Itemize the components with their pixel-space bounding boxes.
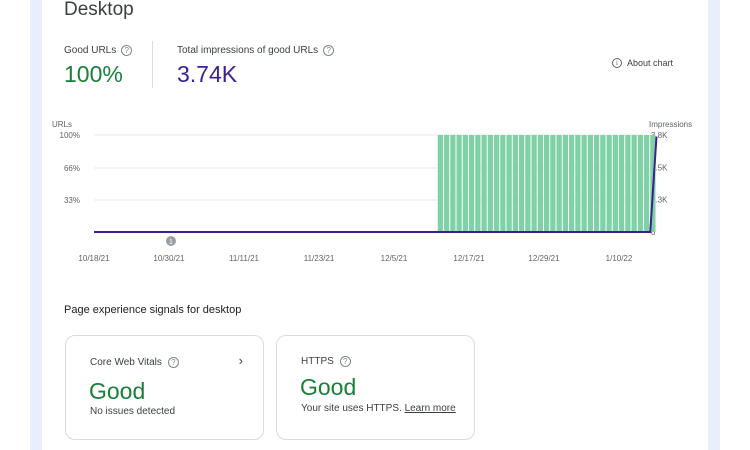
- chart-bar: [487, 135, 493, 232]
- chart-bar: [562, 135, 568, 232]
- page-background-left: [30, 0, 42, 450]
- signals-section-title: Page experience signals for desktop: [64, 304, 242, 316]
- chart-bar: [444, 135, 450, 232]
- chart-bar: [556, 135, 562, 232]
- desktop-report-card: Desktop Good URLs ? 100% Total impressio…: [42, 0, 708, 450]
- chart-bar: [625, 135, 631, 232]
- chart-bar: [637, 135, 643, 232]
- page-background-right: [708, 0, 720, 450]
- help-icon[interactable]: ?: [323, 45, 335, 56]
- right-axis-title: Impressions: [649, 120, 692, 129]
- chart-bar: [644, 135, 650, 232]
- left-tick-label: 66%: [64, 164, 80, 173]
- impressions-label: Total impressions of good URLs: [177, 45, 319, 56]
- chart-bar: [456, 135, 462, 232]
- chart-bar: [631, 135, 637, 232]
- chart-bar: [531, 135, 537, 232]
- chart-bar: [600, 135, 606, 232]
- chart-bar: [481, 135, 487, 232]
- chart-bar: [475, 135, 481, 232]
- chart-bar: [544, 135, 550, 232]
- impressions-value: 3.74K: [177, 61, 238, 87]
- impressions-metric[interactable]: Total impressions of good URLs ? 3.74K: [177, 45, 335, 88]
- right-tick-label: 2.5K: [651, 163, 668, 172]
- chart-bar: [550, 135, 556, 232]
- chart-bar: [581, 135, 587, 232]
- chart-bar: [506, 135, 512, 232]
- chart-bar: [569, 135, 575, 232]
- core-web-vitals-label: Core Web Vitals: [90, 357, 162, 368]
- urls-impressions-chart: 100% 66% 33% 3.8K 2.5K 1.3K 0 URLs Impressions 10…: [52, 120, 692, 263]
- chart-bar: [469, 135, 475, 232]
- about-chart-label: About chart: [627, 58, 674, 68]
- left-axis-title: URLs: [52, 120, 72, 129]
- https-description-text: Your site uses HTTPS.: [301, 403, 402, 414]
- https-status: Good: [300, 374, 357, 400]
- left-tick-label: 100%: [60, 131, 80, 140]
- metric-divider: [152, 41, 153, 88]
- good-urls-value: 100%: [64, 61, 123, 87]
- chart-bar: [500, 135, 506, 232]
- chart-bar: [587, 135, 593, 232]
- chart-bar: [450, 135, 456, 232]
- chart-bar: [519, 135, 525, 232]
- chevron-right-icon[interactable]: ›: [238, 353, 243, 368]
- chart-bar: [512, 135, 518, 232]
- https-description: Your site uses HTTPS. Learn more: [301, 403, 456, 414]
- good-urls-label: Good URLs: [64, 45, 117, 56]
- impressions-line: [94, 136, 658, 233]
- page-title: Desktop: [64, 0, 134, 20]
- chart-bar: [525, 135, 531, 232]
- x-tick-label: 10/18/21: [78, 254, 110, 263]
- chart-bar: [575, 135, 581, 232]
- annotation-marker: [166, 236, 176, 246]
- good-urls-metric[interactable]: Good URLs ? 100%: [64, 45, 133, 88]
- x-tick-label: 12/5/21: [381, 254, 408, 263]
- annotation-label: 1: [169, 239, 173, 246]
- chart-bar: [606, 135, 612, 232]
- core-web-vitals-description: No issues detected: [90, 406, 176, 417]
- x-tick-label: 11/11/21: [229, 254, 260, 263]
- x-tick-label: 11/23/21: [304, 254, 335, 263]
- chart-bar: [537, 135, 543, 232]
- chart-bar: [462, 135, 468, 232]
- left-tick-label: 33%: [64, 196, 80, 205]
- https-card: HTTPS ? Good Your site uses HTTPS. Learn…: [276, 335, 475, 440]
- right-tick-label: 0: [651, 228, 656, 237]
- learn-more-link[interactable]: Learn more: [404, 403, 456, 414]
- right-tick-label: 3.8K: [651, 131, 668, 140]
- help-icon[interactable]: ?: [121, 45, 133, 56]
- x-tick-label: 10/30/21: [153, 254, 185, 263]
- help-icon[interactable]: ?: [167, 357, 179, 368]
- x-tick-label: 12/17/21: [453, 254, 485, 263]
- x-tick-label: 1/10/22: [606, 254, 633, 263]
- chart-bar: [619, 135, 625, 232]
- help-icon[interactable]: ?: [339, 356, 351, 367]
- chart-bar: [494, 135, 500, 232]
- chart-bar: [437, 135, 443, 232]
- core-web-vitals-status: Good: [89, 378, 146, 404]
- chart-bar: [594, 135, 600, 232]
- x-tick-label: 12/29/21: [528, 254, 560, 263]
- https-label: HTTPS: [301, 356, 334, 367]
- about-chart-button[interactable]: i About chart: [612, 58, 673, 68]
- right-tick-label: 1.3K: [651, 196, 668, 205]
- chart-bar: [612, 135, 618, 232]
- info-icon: i: [612, 58, 622, 68]
- core-web-vitals-card[interactable]: Core Web Vitals ? › Good No issues detec…: [65, 335, 264, 440]
